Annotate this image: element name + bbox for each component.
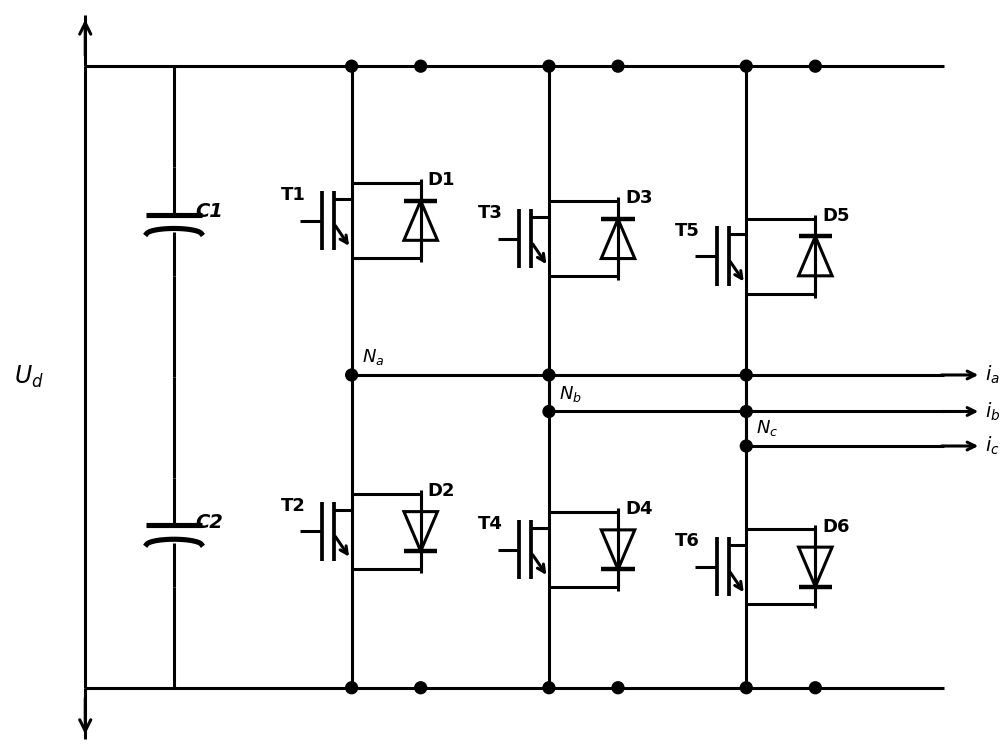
- Circle shape: [415, 61, 427, 72]
- Text: $U_d$: $U_d$: [14, 364, 44, 390]
- Circle shape: [543, 61, 555, 72]
- Text: D1: D1: [428, 171, 455, 189]
- Text: T1: T1: [281, 186, 305, 204]
- Circle shape: [809, 682, 821, 694]
- Circle shape: [543, 406, 555, 418]
- Circle shape: [740, 369, 752, 381]
- Text: T5: T5: [675, 222, 700, 240]
- Circle shape: [543, 369, 555, 381]
- Text: D4: D4: [625, 500, 652, 518]
- Circle shape: [740, 440, 752, 452]
- Text: T6: T6: [675, 533, 700, 551]
- Text: T2: T2: [281, 497, 305, 515]
- Circle shape: [740, 406, 752, 418]
- Text: $i_b$: $i_b$: [985, 400, 1000, 423]
- Circle shape: [346, 61, 358, 72]
- Circle shape: [612, 61, 624, 72]
- Circle shape: [809, 61, 821, 72]
- Text: D5: D5: [822, 207, 850, 225]
- Text: C2: C2: [196, 513, 224, 532]
- Text: $N_c$: $N_c$: [756, 418, 778, 438]
- Text: C1: C1: [196, 202, 224, 221]
- Circle shape: [612, 682, 624, 694]
- Circle shape: [415, 682, 427, 694]
- Text: T3: T3: [478, 204, 503, 223]
- Text: D2: D2: [428, 482, 455, 500]
- Circle shape: [346, 369, 358, 381]
- Text: D3: D3: [625, 190, 652, 208]
- Text: $N_a$: $N_a$: [362, 347, 384, 367]
- Circle shape: [346, 682, 358, 694]
- Text: $i_c$: $i_c$: [985, 435, 1000, 457]
- Circle shape: [543, 682, 555, 694]
- Text: D6: D6: [822, 518, 850, 536]
- Circle shape: [740, 682, 752, 694]
- Text: $i_a$: $i_a$: [985, 364, 1000, 386]
- Circle shape: [740, 61, 752, 72]
- Text: T4: T4: [478, 515, 503, 533]
- Text: $N_b$: $N_b$: [559, 384, 582, 403]
